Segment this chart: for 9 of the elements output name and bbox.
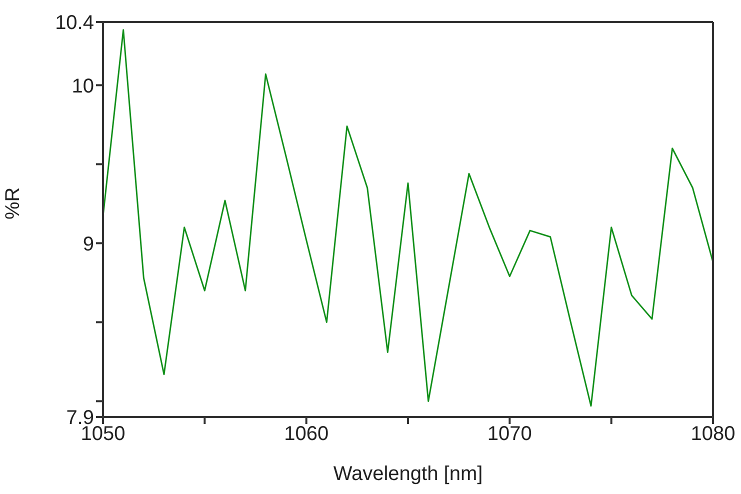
y-tick-label: 9 xyxy=(82,233,94,256)
y-tick-label: 10.4 xyxy=(55,12,94,34)
y-tick-label: 10 xyxy=(72,75,94,98)
line-series xyxy=(103,29,713,407)
x-tick-label: 1060 xyxy=(284,423,329,446)
y-axis-title: %R xyxy=(2,187,24,220)
x-tick-label: 1070 xyxy=(487,423,532,446)
x-tick-label: 1080 xyxy=(690,423,736,446)
x-axis-title: Wavelength [nm] xyxy=(333,463,483,485)
